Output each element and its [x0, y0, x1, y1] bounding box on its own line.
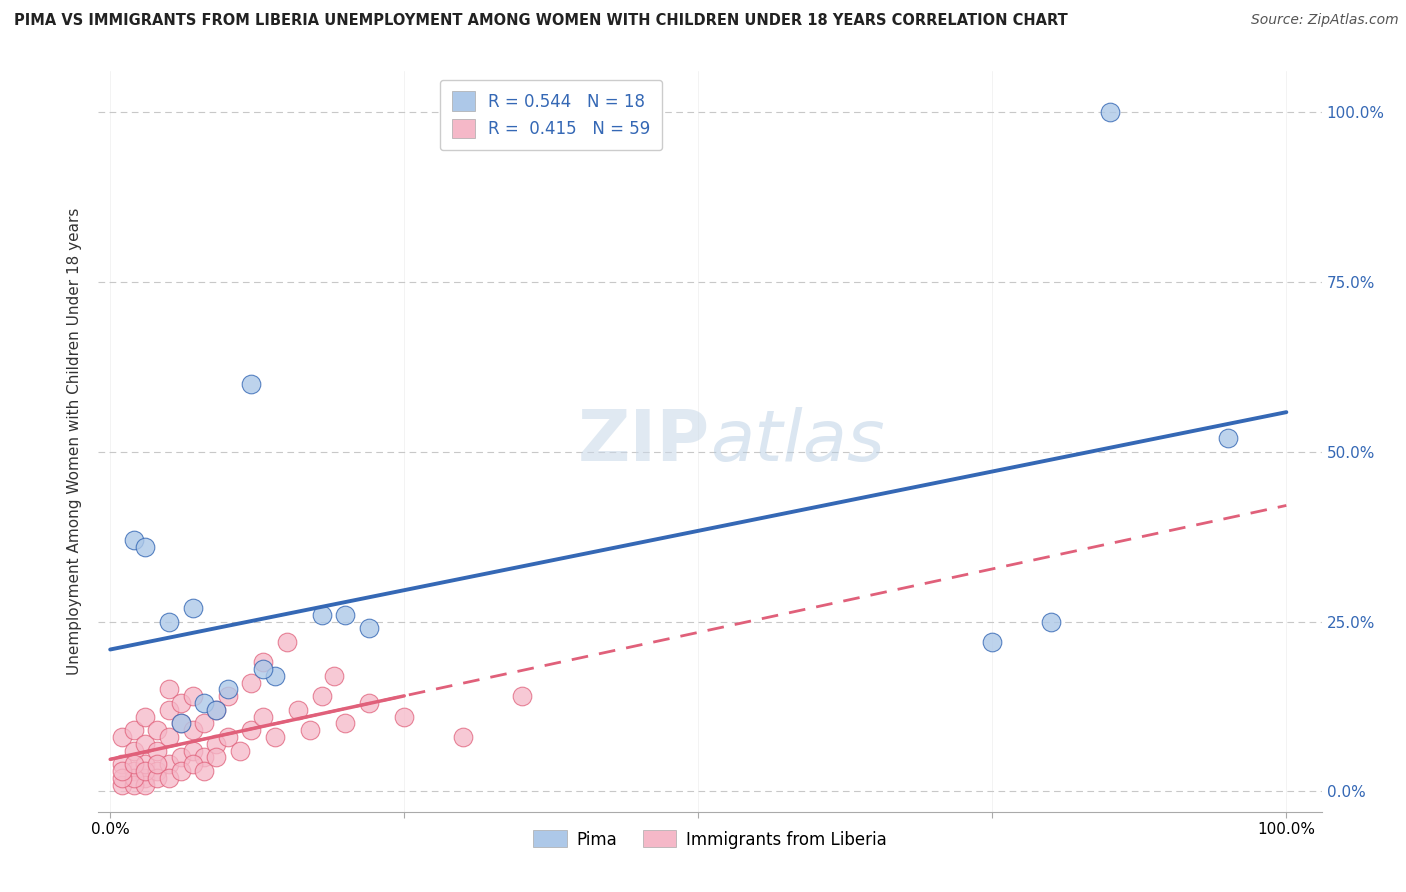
Point	[252, 655, 274, 669]
Point	[205, 703, 228, 717]
Text: Source: ZipAtlas.com: Source: ZipAtlas.com	[1251, 13, 1399, 28]
Point	[122, 743, 145, 757]
Point	[146, 723, 169, 738]
Point	[205, 750, 228, 764]
Point	[217, 682, 239, 697]
Point	[205, 703, 228, 717]
Point	[981, 635, 1004, 649]
Point	[193, 696, 215, 710]
Text: PIMA VS IMMIGRANTS FROM LIBERIA UNEMPLOYMENT AMONG WOMEN WITH CHILDREN UNDER 18 : PIMA VS IMMIGRANTS FROM LIBERIA UNEMPLOY…	[14, 13, 1067, 29]
Point	[134, 764, 156, 778]
Point	[193, 716, 215, 731]
Point	[205, 737, 228, 751]
Point	[263, 730, 285, 744]
Point	[217, 730, 239, 744]
Point	[157, 757, 180, 772]
Point	[122, 757, 145, 772]
Point	[181, 723, 204, 738]
Point	[170, 750, 193, 764]
Point	[170, 764, 193, 778]
Point	[146, 764, 169, 778]
Point	[122, 764, 145, 778]
Point	[122, 533, 145, 547]
Text: atlas: atlas	[710, 407, 884, 476]
Point	[311, 690, 333, 704]
Point	[263, 669, 285, 683]
Point	[134, 778, 156, 792]
Point	[111, 757, 134, 772]
Point	[146, 743, 169, 757]
Point	[134, 757, 156, 772]
Point	[252, 709, 274, 723]
Point	[335, 716, 357, 731]
Point	[181, 690, 204, 704]
Point	[240, 723, 263, 738]
Point	[193, 764, 215, 778]
Point	[157, 615, 180, 629]
Point	[1040, 615, 1063, 629]
Point	[111, 730, 134, 744]
Point	[252, 662, 274, 676]
Point	[122, 723, 145, 738]
Point	[181, 757, 204, 772]
Point	[170, 716, 193, 731]
Point	[240, 376, 263, 391]
Point	[134, 771, 156, 785]
Point	[394, 709, 416, 723]
Point	[228, 743, 250, 757]
Point	[111, 764, 134, 778]
Point	[134, 540, 156, 554]
Text: ZIP: ZIP	[578, 407, 710, 476]
Point	[311, 607, 333, 622]
Y-axis label: Unemployment Among Women with Children Under 18 years: Unemployment Among Women with Children U…	[67, 208, 83, 675]
Point	[170, 716, 193, 731]
Point	[510, 690, 533, 704]
Point	[357, 621, 380, 635]
Point	[299, 723, 322, 738]
Point	[157, 703, 180, 717]
Point	[276, 635, 298, 649]
Point	[134, 737, 156, 751]
Point	[1098, 105, 1121, 120]
Point	[181, 601, 204, 615]
Point	[357, 696, 380, 710]
Point	[1216, 431, 1239, 445]
Point	[122, 778, 145, 792]
Point	[217, 690, 239, 704]
Point	[322, 669, 344, 683]
Point	[240, 675, 263, 690]
Point	[134, 709, 156, 723]
Point	[193, 750, 215, 764]
Point	[157, 771, 180, 785]
Point	[335, 607, 357, 622]
Point	[111, 771, 134, 785]
Point	[287, 703, 309, 717]
Point	[146, 757, 169, 772]
Point	[146, 771, 169, 785]
Legend: Pima, Immigrants from Liberia: Pima, Immigrants from Liberia	[527, 823, 893, 855]
Point	[157, 682, 180, 697]
Point	[451, 730, 474, 744]
Point	[181, 743, 204, 757]
Point	[157, 730, 180, 744]
Point	[170, 696, 193, 710]
Point	[122, 771, 145, 785]
Point	[111, 778, 134, 792]
